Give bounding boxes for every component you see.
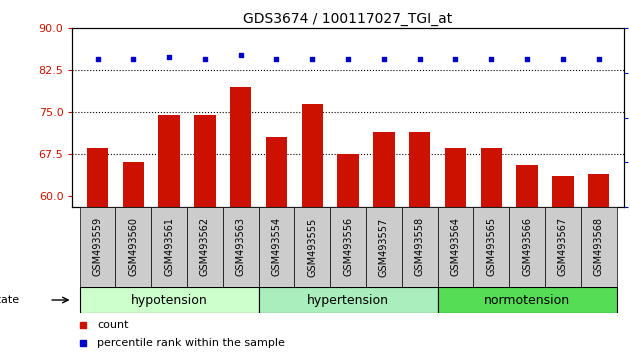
Title: GDS3674 / 100117027_TGI_at: GDS3674 / 100117027_TGI_at [243, 12, 453, 26]
Bar [481, 148, 502, 207]
Bar [409, 132, 430, 207]
Point [129, 56, 139, 62]
Bar [302, 104, 323, 207]
Bar [402, 207, 438, 287]
Point [450, 56, 461, 62]
Text: GSM493561: GSM493561 [164, 217, 174, 276]
Point [272, 56, 282, 62]
Bar [258, 207, 294, 287]
Bar [230, 87, 251, 207]
Point [236, 52, 246, 58]
Point [593, 56, 604, 62]
Bar [87, 148, 108, 207]
Bar [266, 137, 287, 207]
Bar [194, 115, 215, 207]
Text: GSM493565: GSM493565 [486, 217, 496, 276]
Point [558, 56, 568, 62]
Text: normotension: normotension [484, 293, 570, 307]
Point [93, 56, 103, 62]
Bar [366, 207, 402, 287]
Text: count: count [97, 320, 129, 330]
Text: GSM493559: GSM493559 [93, 217, 103, 276]
Bar [123, 162, 144, 207]
Point [522, 56, 532, 62]
Text: GSM493556: GSM493556 [343, 217, 353, 276]
Bar [79, 287, 258, 313]
Bar [509, 207, 545, 287]
Bar [445, 148, 466, 207]
Text: hypotension: hypotension [130, 293, 207, 307]
Text: GSM493562: GSM493562 [200, 217, 210, 276]
Bar [223, 207, 258, 287]
Bar [517, 165, 538, 207]
Bar [258, 287, 438, 313]
Bar [151, 207, 187, 287]
Text: GSM493567: GSM493567 [558, 217, 568, 276]
Bar [330, 207, 366, 287]
Point [379, 56, 389, 62]
Bar [79, 207, 115, 287]
Bar [588, 173, 609, 207]
Text: GSM493555: GSM493555 [307, 217, 318, 276]
Text: GSM493563: GSM493563 [236, 217, 246, 276]
Text: percentile rank within the sample: percentile rank within the sample [97, 338, 285, 348]
Point [415, 56, 425, 62]
Text: GSM493554: GSM493554 [272, 217, 282, 276]
Text: disease state: disease state [0, 295, 19, 305]
Bar [373, 132, 394, 207]
Point [486, 56, 496, 62]
Point [200, 56, 210, 62]
Point [343, 56, 353, 62]
Bar [438, 207, 473, 287]
Point [164, 54, 174, 60]
Bar [545, 207, 581, 287]
Text: hypertension: hypertension [307, 293, 389, 307]
Bar [581, 207, 617, 287]
Bar [438, 287, 617, 313]
Point [307, 56, 318, 62]
Bar [473, 207, 509, 287]
Bar [552, 176, 573, 207]
Text: GSM493568: GSM493568 [593, 217, 604, 276]
Text: GSM493560: GSM493560 [129, 217, 139, 276]
Text: GSM493566: GSM493566 [522, 217, 532, 276]
Text: GSM493557: GSM493557 [379, 217, 389, 276]
Bar [294, 207, 330, 287]
Bar [158, 115, 180, 207]
Text: GSM493558: GSM493558 [415, 217, 425, 276]
Bar [115, 207, 151, 287]
Bar [337, 154, 359, 207]
Bar [187, 207, 223, 287]
Text: GSM493564: GSM493564 [450, 217, 461, 276]
